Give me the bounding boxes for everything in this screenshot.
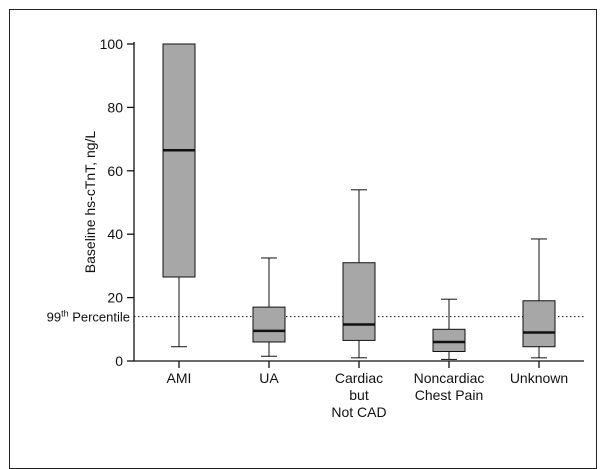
x-tick-label: Noncardiac	[414, 370, 485, 386]
boxes-group	[162, 43, 556, 360]
y-tick-label: 80	[107, 99, 123, 115]
y-tick-label: 20	[107, 290, 123, 306]
y-tick-label: 60	[107, 163, 123, 179]
box-group	[342, 189, 376, 359]
box-group	[162, 43, 196, 348]
box-iqr	[432, 328, 466, 352]
x-tick-label: but	[349, 387, 369, 403]
reference-line-group: 99th Percentile	[47, 309, 584, 325]
y-tick-label: 100	[100, 36, 124, 52]
x-tick-label: UA	[259, 370, 279, 386]
reference-line-label: 99th Percentile	[47, 309, 130, 325]
x-tick-label: Chest Pain	[415, 387, 483, 403]
y-tick-label: 40	[107, 226, 123, 242]
box-iqr	[162, 43, 196, 278]
box-iqr	[252, 306, 286, 343]
x-tick-label: Unknown	[510, 370, 568, 386]
reference-label-superscript: th	[61, 309, 69, 319]
reference-label-number: 99	[47, 310, 61, 325]
box-iqr	[342, 262, 376, 341]
x-tick-label: Cardiac	[335, 370, 383, 386]
x-tick-label: AMI	[167, 370, 192, 386]
x-tick-label: Not CAD	[331, 404, 386, 420]
box-iqr	[522, 300, 556, 348]
box-group	[252, 257, 286, 357]
y-tick-label: 0	[115, 353, 123, 369]
box-group	[522, 238, 556, 359]
y-axis-label: Baseline hs-cTnT, ng/L	[82, 131, 98, 274]
reference-label-text: Percentile	[69, 310, 130, 325]
box-group	[432, 298, 466, 360]
